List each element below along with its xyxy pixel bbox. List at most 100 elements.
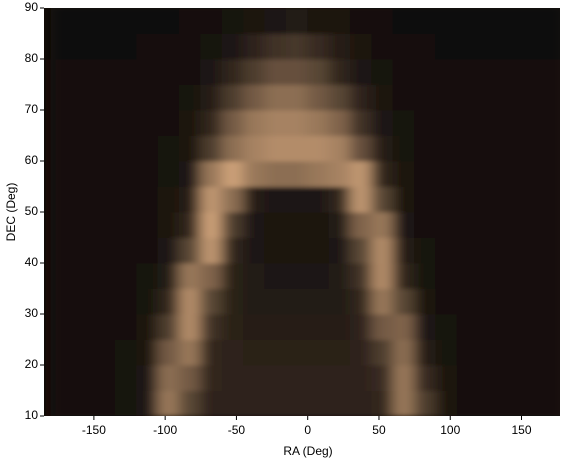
heat-cell: [478, 8, 501, 34]
heat-cell: [435, 262, 458, 289]
heat-cell: [349, 84, 373, 111]
heat-cell: [456, 160, 480, 187]
heat-cell: [328, 390, 351, 416]
heat-cell: [243, 237, 266, 264]
heat-cell: [349, 186, 373, 213]
heat-cell: [243, 364, 266, 391]
heat-cell: [93, 160, 116, 187]
heat-cell: [349, 160, 373, 187]
heat-cell: [478, 339, 501, 366]
heat-cell: [392, 364, 416, 391]
heat-cell: [349, 58, 373, 85]
heat-cell: [521, 135, 544, 162]
heat-cell: [114, 160, 138, 187]
heat-cell: [456, 186, 480, 213]
heat-cell: [478, 58, 501, 85]
heat-cell: [349, 135, 373, 162]
heat-cell: [499, 58, 523, 85]
heat-cell: [307, 58, 330, 85]
heat-cell: [221, 288, 245, 315]
heat-cell: [349, 364, 373, 391]
heat-cell: [414, 390, 437, 416]
heat-cell: [435, 339, 458, 366]
heat-cell: [264, 186, 287, 213]
heat-cell: [499, 33, 523, 60]
heat-cell: [200, 390, 223, 416]
heat-cell: [328, 339, 351, 366]
heat-cell: [72, 237, 95, 264]
heat-cell: [200, 262, 223, 289]
heat-cell: [521, 109, 544, 136]
heat-cell: [93, 313, 116, 340]
heat-cell: [307, 288, 330, 315]
heat-cell: [521, 390, 544, 416]
heat-cell: [414, 339, 437, 366]
heat-cell: [328, 364, 351, 391]
heat-cell: [392, 262, 416, 289]
heat-cell: [521, 33, 544, 60]
heat-cell: [414, 58, 437, 85]
heat-cell: [264, 160, 287, 187]
heat-cell: [435, 390, 458, 416]
heat-cell: [328, 288, 351, 315]
y-tick-label: 90: [25, 0, 39, 14]
heat-cell: [285, 211, 309, 238]
y-tick-label: 30: [25, 306, 39, 320]
heat-cell: [72, 135, 95, 162]
heat-cell: [478, 186, 501, 213]
heat-cell: [371, 84, 394, 111]
heat-cell: [136, 237, 159, 264]
heat-cell: [136, 33, 159, 60]
heat-cell: [200, 211, 223, 238]
heat-cell: [285, 84, 309, 111]
heat-cell: [50, 8, 74, 34]
heat-cell: [328, 33, 351, 60]
heat-cell: [221, 211, 245, 238]
heat-cell: [285, 313, 309, 340]
heat-cell: [93, 237, 116, 264]
heat-cell: [243, 313, 266, 340]
heat-cell: [157, 186, 180, 213]
heat-cell: [264, 109, 287, 136]
heat-cell: [50, 390, 74, 416]
heat-cell: [499, 364, 523, 391]
heat-cell: [435, 135, 458, 162]
heat-cell: [328, 313, 351, 340]
heat-cell: [243, 339, 266, 366]
heat-cell: [435, 364, 458, 391]
heat-cell: [264, 84, 287, 111]
heat-cell: [435, 211, 458, 238]
heat-cell: [200, 364, 223, 391]
heat-cell: [264, 288, 287, 315]
heat-cell: [93, 364, 116, 391]
heat-cell: [178, 364, 202, 391]
heat-cell: [136, 339, 159, 366]
heat-cell: [435, 58, 458, 85]
y-tick-label: 80: [25, 51, 39, 65]
heat-cell: [114, 58, 138, 85]
heat-cell: [456, 84, 480, 111]
heat-cell: [542, 313, 560, 340]
heat-cell: [542, 135, 560, 162]
heat-cell: [221, 109, 245, 136]
heat-cell: [178, 390, 202, 416]
heat-cell: [200, 313, 223, 340]
heat-cell: [264, 211, 287, 238]
heat-cell: [50, 339, 74, 366]
heat-cell: [328, 58, 351, 85]
heat-cell: [349, 211, 373, 238]
heat-cell: [221, 33, 245, 60]
heat-cell: [264, 8, 287, 34]
heat-cell: [200, 135, 223, 162]
heat-cell: [371, 160, 394, 187]
heat-cell: [371, 8, 394, 34]
heat-cell: [157, 109, 180, 136]
heat-cell: [435, 160, 458, 187]
heat-cell: [50, 262, 74, 289]
heat-cell: [285, 262, 309, 289]
heat-cell: [221, 364, 245, 391]
heat-cell: [414, 186, 437, 213]
heat-cell: [307, 211, 330, 238]
heat-cell: [328, 160, 351, 187]
heat-cell: [499, 288, 523, 315]
